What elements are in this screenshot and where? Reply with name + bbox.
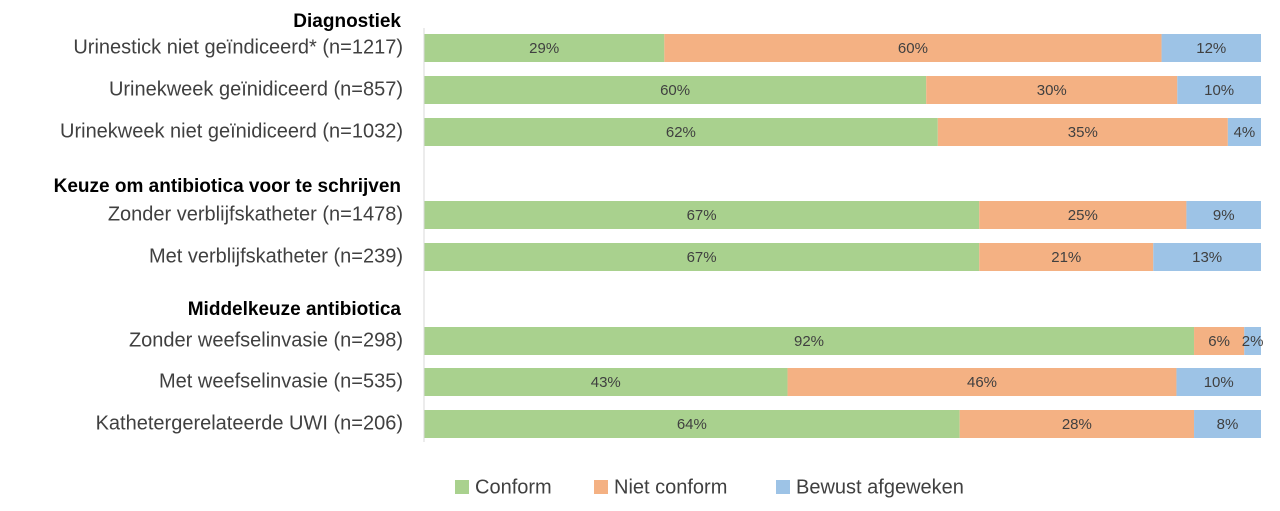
bar-segment-niet-conform — [937, 118, 1228, 146]
data-label: 43% — [591, 374, 621, 391]
bar-segment-conform — [424, 118, 938, 146]
data-label: 13% — [1192, 249, 1222, 266]
bar-segment-bewust-afgeweken — [1194, 410, 1261, 438]
category-label: Urinestick niet geïndiceerd* (n=1217) — [73, 36, 403, 58]
data-label: 60% — [660, 82, 690, 99]
legend-swatch — [594, 480, 608, 494]
bar-segment-conform — [424, 243, 980, 271]
group-title: Middelkeuze antibiotica — [188, 299, 402, 320]
bar-segment-bewust-afgeweken — [1227, 118, 1261, 146]
bar-segment-niet-conform — [926, 76, 1178, 104]
bar-segment-niet-conform — [959, 410, 1195, 438]
bar-segment-conform — [424, 34, 665, 62]
bar-segment-conform — [424, 368, 788, 396]
bar-segment-niet-conform — [664, 34, 1162, 62]
category-label: Urinekweek niet geïnidiceerd (n=1032) — [60, 120, 403, 142]
bar-segment-niet-conform — [1194, 327, 1245, 355]
data-label: 12% — [1196, 40, 1226, 57]
data-label: 92% — [794, 333, 824, 350]
data-label: 10% — [1204, 82, 1234, 99]
data-label: 28% — [1062, 416, 1092, 433]
data-label: 4% — [1234, 124, 1256, 141]
category-label: Kathetergerelateerde UWI (n=206) — [96, 412, 403, 434]
category-label: Zonder weefselinvasie (n=298) — [129, 329, 403, 351]
bar-segment-niet-conform — [979, 201, 1187, 229]
data-label: 29% — [529, 40, 559, 57]
group-title: Diagnostiek — [293, 11, 401, 32]
bar-segment-conform — [424, 410, 960, 438]
bar-segment-conform — [424, 76, 927, 104]
data-label: 25% — [1068, 207, 1098, 224]
category-label: Urinekweek geïnidiceerd (n=857) — [109, 78, 403, 100]
data-label: 67% — [687, 249, 717, 266]
data-label: 62% — [666, 124, 696, 141]
data-label: 30% — [1037, 82, 1067, 99]
data-label: 46% — [967, 374, 997, 391]
data-label: 8% — [1217, 416, 1239, 433]
bar-segment-bewust-afgeweken — [1244, 327, 1261, 355]
category-label: Met weefselinvasie (n=535) — [159, 370, 403, 392]
bar-segment-bewust-afgeweken — [1161, 34, 1261, 62]
bar-segment-niet-conform — [787, 368, 1177, 396]
data-label: 64% — [677, 416, 707, 433]
data-label: 35% — [1068, 124, 1098, 141]
bar-segment-bewust-afgeweken — [1177, 76, 1261, 104]
bar-segment-niet-conform — [979, 243, 1154, 271]
bar-segment-bewust-afgeweken — [1176, 368, 1261, 396]
category-label: Zonder verblijfskatheter (n=1478) — [108, 203, 403, 225]
data-label: 10% — [1204, 374, 1234, 391]
legend-swatch — [776, 480, 790, 494]
data-label: 67% — [687, 207, 717, 224]
legend-label: Conform — [475, 476, 552, 498]
bar-segment-bewust-afgeweken — [1186, 201, 1261, 229]
legend-label: Niet conform — [614, 476, 727, 498]
bar-segment-conform — [424, 201, 980, 229]
legend-swatch — [455, 480, 469, 494]
data-label: 6% — [1208, 333, 1230, 350]
legend-label: Bewust afgeweken — [796, 476, 964, 498]
data-label: 2% — [1242, 333, 1264, 350]
data-label: 21% — [1051, 249, 1081, 266]
group-title: Keuze om antibiotica voor te schrijven — [54, 176, 401, 197]
data-label: 60% — [898, 40, 928, 57]
bar-segment-conform — [424, 327, 1195, 355]
category-label: Met verblijfskatheter (n=239) — [149, 245, 403, 267]
bar-segment-bewust-afgeweken — [1153, 243, 1261, 271]
data-label: 9% — [1213, 207, 1235, 224]
